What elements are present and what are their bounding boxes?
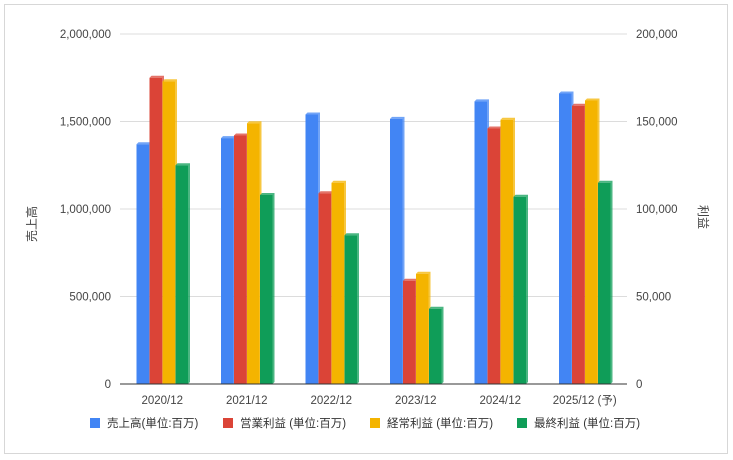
bar <box>318 193 331 384</box>
bar <box>559 93 572 384</box>
chart-frame: 0 0 500,000 50,000 1,000,000 100,000 1,500,000… <box>4 4 728 454</box>
legend-label: 売上高(単位:百万) <box>107 416 199 430</box>
bar <box>331 182 344 384</box>
bar <box>429 308 442 384</box>
legend-swatch <box>370 418 380 428</box>
bar <box>149 77 162 384</box>
bar <box>344 235 357 384</box>
bar <box>598 182 611 384</box>
x-tick-label: 2023/12 <box>395 395 437 407</box>
bar-edge <box>344 233 359 384</box>
bar <box>500 119 513 384</box>
bar <box>175 165 188 384</box>
bar <box>260 195 273 384</box>
bar <box>585 100 598 384</box>
x-tick-label: 2022/12 <box>310 395 352 407</box>
bar <box>305 114 318 384</box>
y-left-tick-label: 0 <box>105 379 111 391</box>
legend-label: 経常利益 (単位:百万) <box>387 416 493 430</box>
bar <box>513 196 526 384</box>
x-tick-label: 2021/12 <box>226 395 268 407</box>
x-tick-label: 2025/12 (予) <box>553 394 617 407</box>
bar-edge <box>175 163 190 384</box>
legend: 売上高(単位:百万) 営業利益 (単位:百万) 経常利益 (単位:百万) 最終利益 (… <box>90 416 640 430</box>
legend-label: 営業利益 (単位:百万) <box>240 416 346 430</box>
y-right-tick-label: 50,000 <box>636 292 671 304</box>
legend-swatch <box>517 418 527 428</box>
bar <box>487 128 500 384</box>
bars <box>136 75 613 384</box>
bar-edge <box>598 180 613 384</box>
bar <box>572 105 585 384</box>
axes: 0 0 500,000 50,000 1,000,000 100,000 1,500,000… <box>60 29 678 407</box>
bar <box>403 280 416 384</box>
y-axis-left-title: 売上高 <box>24 206 39 242</box>
y-left-tick-label: 1,000,000 <box>60 204 111 216</box>
bar-edge <box>260 193 275 384</box>
legend-swatch <box>223 418 233 428</box>
bar <box>221 138 234 384</box>
legend-label: 最終利益 (単位:百万) <box>534 416 640 430</box>
bar <box>234 135 247 384</box>
legend-swatch <box>90 418 100 428</box>
y-right-tick-label: 0 <box>636 379 642 391</box>
chart-svg: 0 0 500,000 50,000 1,000,000 100,000 1,500,000… <box>24 29 710 430</box>
bar <box>247 123 260 384</box>
y-right-tick-label: 200,000 <box>636 29 678 41</box>
bar <box>474 101 487 384</box>
y-left-tick-label: 2,000,000 <box>60 29 111 41</box>
bar <box>162 81 175 384</box>
bar <box>390 118 403 384</box>
bar <box>136 144 149 384</box>
y-left-tick-label: 500,000 <box>69 292 111 304</box>
x-tick-label: 2024/12 <box>479 395 521 407</box>
bar <box>416 273 429 384</box>
y-right-tick-label: 150,000 <box>636 117 678 129</box>
x-tick-label: 2020/12 <box>141 395 183 407</box>
bar-edge <box>429 306 444 384</box>
bar-edge <box>513 194 528 384</box>
y-axis-right-title: 利益 <box>696 205 710 229</box>
grid-lines <box>120 33 627 297</box>
y-left-tick-label: 1,500,000 <box>60 117 111 129</box>
y-right-tick-label: 100,000 <box>636 204 678 216</box>
